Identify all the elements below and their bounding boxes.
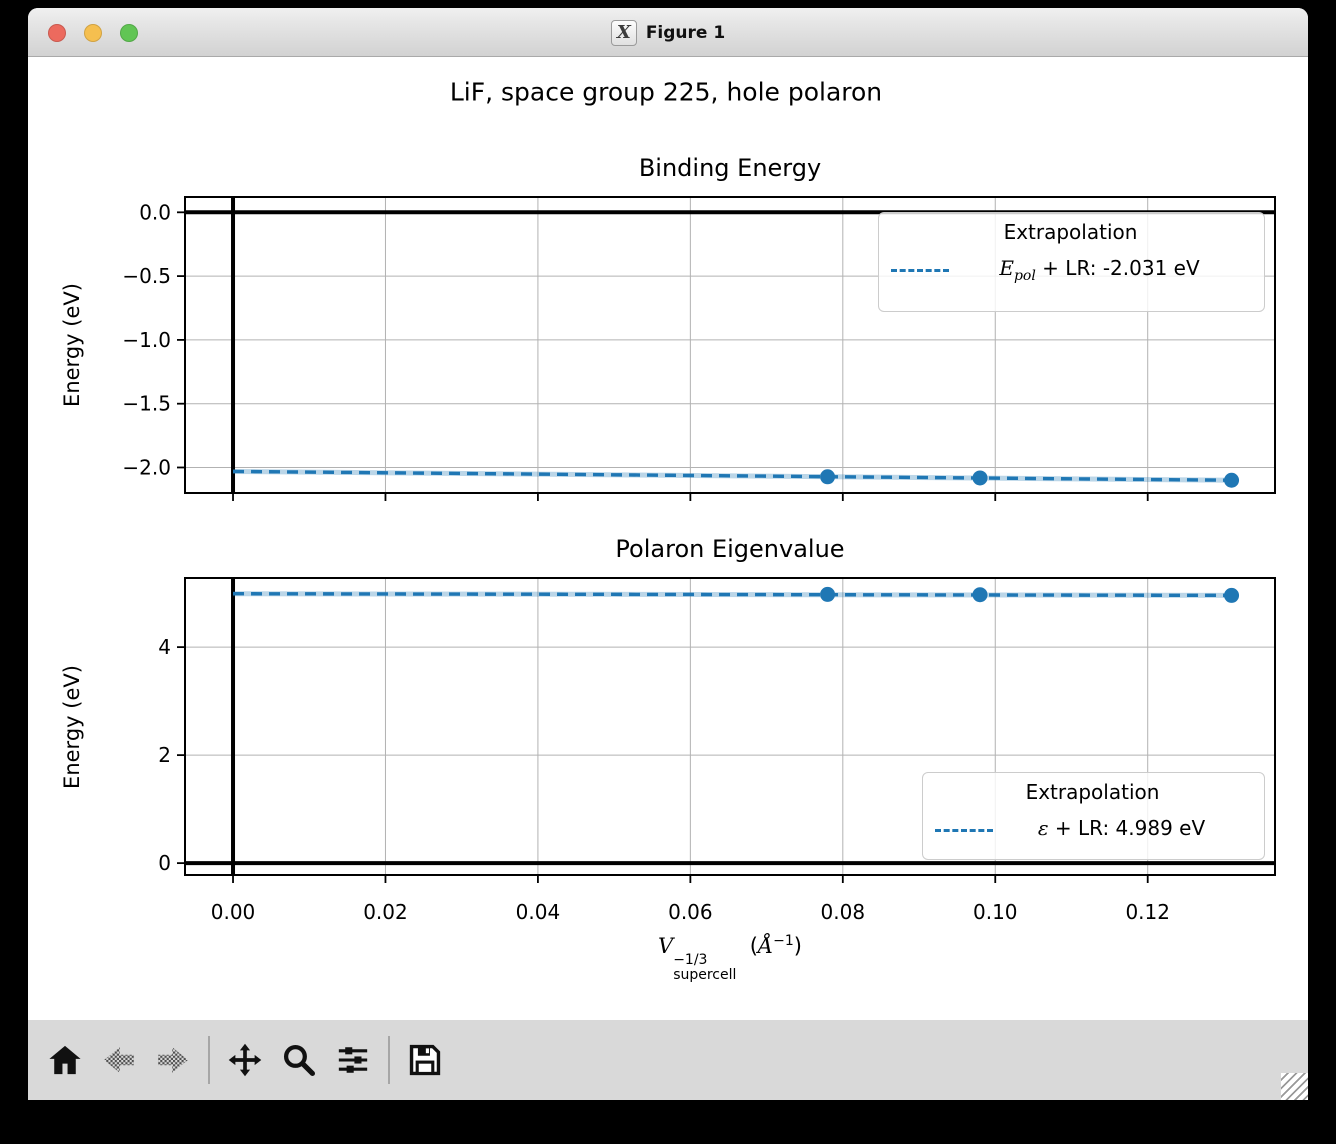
data-point [1224,587,1240,603]
x-tick-label: 0.12 [1125,900,1170,924]
dashed-line-sample [935,828,993,832]
legend-label: Epol + LR: -2.031 eV [999,256,1200,284]
zoom-icon [283,1044,316,1077]
toolbar-separator [208,1036,210,1084]
volume-symbol: V [658,933,674,958]
y-tick-label: −0.5 [122,264,171,288]
titlebar[interactable]: X Figure 1 [28,8,1308,57]
subscript: supercell [673,966,737,983]
home-button[interactable] [42,1034,88,1086]
legend-label: ε + LR: 4.989 eV [1037,816,1206,840]
legend-binding-energy: Extrapolation Epol + LR: -2.031 eV [878,212,1265,312]
zoom-button[interactable] [276,1034,322,1086]
binding-energy-title: Binding Energy [638,154,822,182]
legend-entry: ε + LR: 4.989 eV [935,816,1250,844]
x-tick-label: 0.08 [821,900,866,924]
save-icon [409,1044,441,1076]
dashed-line-sample [891,268,949,272]
y-axis-label-top: Energy (eV) [60,283,84,407]
back-button[interactable] [96,1034,142,1086]
y-tick-label: 0.0 [139,200,171,224]
extrapolation-line [233,469,1232,482]
data-point [972,470,988,486]
data-point [820,586,836,602]
data-point [1224,472,1240,488]
axes-frame [184,196,1276,494]
forward-icon [158,1047,188,1073]
x-tick-label: 0.04 [516,900,561,924]
x-tick-label: 0.10 [973,900,1018,924]
pan-icon [228,1043,262,1077]
pan-button[interactable] [222,1034,268,1086]
axes-2: 0 2 4 0.00 0.02 0.04 0.06 0.08 0.10 0.12 [158,577,1276,924]
exponent: −1/3 [673,951,708,968]
x-tick-label: 0.06 [668,900,713,924]
y-axis-label-bottom: Energy (eV) [60,665,84,789]
y-tick-label: −2.0 [122,455,171,479]
y-tick-label: 0 [158,851,171,875]
resize-grip[interactable] [1281,1073,1308,1100]
figure-suptitle: LiF, space group 225, hole polaron [449,77,883,107]
minimize-button[interactable] [84,23,102,42]
figure-window: X Figure 1 0.0 −0.5 −1.0 −1.5 −2.0 0 2 4 0.00 0.0… [28,8,1308,1100]
home-icon [49,1045,81,1075]
title-group: X Figure 1 [28,8,1308,57]
data-point [820,469,836,485]
forward-button[interactable] [150,1034,196,1086]
polaron-eigenvalue-title: Polaron Eigenvalue [615,535,845,563]
y-tick-label: 2 [158,743,171,767]
data-point [972,587,988,603]
extrapolation-line [233,592,1232,598]
axes-frame [184,577,1276,876]
subplots-button[interactable] [330,1034,376,1086]
maximize-button[interactable] [120,23,138,42]
legend-polaron-eigenvalue: Extrapolation ε + LR: 4.989 eV [922,772,1265,860]
legend-title: Extrapolation [1003,220,1138,244]
close-button[interactable] [48,23,66,42]
subplots-icon [338,1047,368,1073]
back-icon [104,1047,134,1073]
toolbar-separator [388,1036,390,1084]
y-tick-label: 4 [158,635,171,659]
x11-logo-icon: X [610,19,637,46]
window-title: Figure 1 [645,22,726,43]
y-tick-label: −1.5 [122,392,171,416]
save-button[interactable] [402,1034,448,1086]
x-tick-label: 0.02 [363,900,408,924]
x-axis-label: V −1/3 supercell (Å−1) [658,932,802,983]
legend-title: Extrapolation [1025,780,1160,804]
navigation-toolbar [28,1020,1308,1100]
figure-canvas: 0.0 −0.5 −1.0 −1.5 −2.0 0 2 4 0.00 0.02 0.04 0.06 0.… [28,57,1308,1020]
traffic-lights [48,8,138,57]
angstrom-symbol: Å [757,933,774,958]
legend-entry: Epol + LR: -2.031 eV [891,256,1250,284]
x-tick-label: 0.00 [211,900,256,924]
y-tick-label: −1.0 [122,328,171,352]
